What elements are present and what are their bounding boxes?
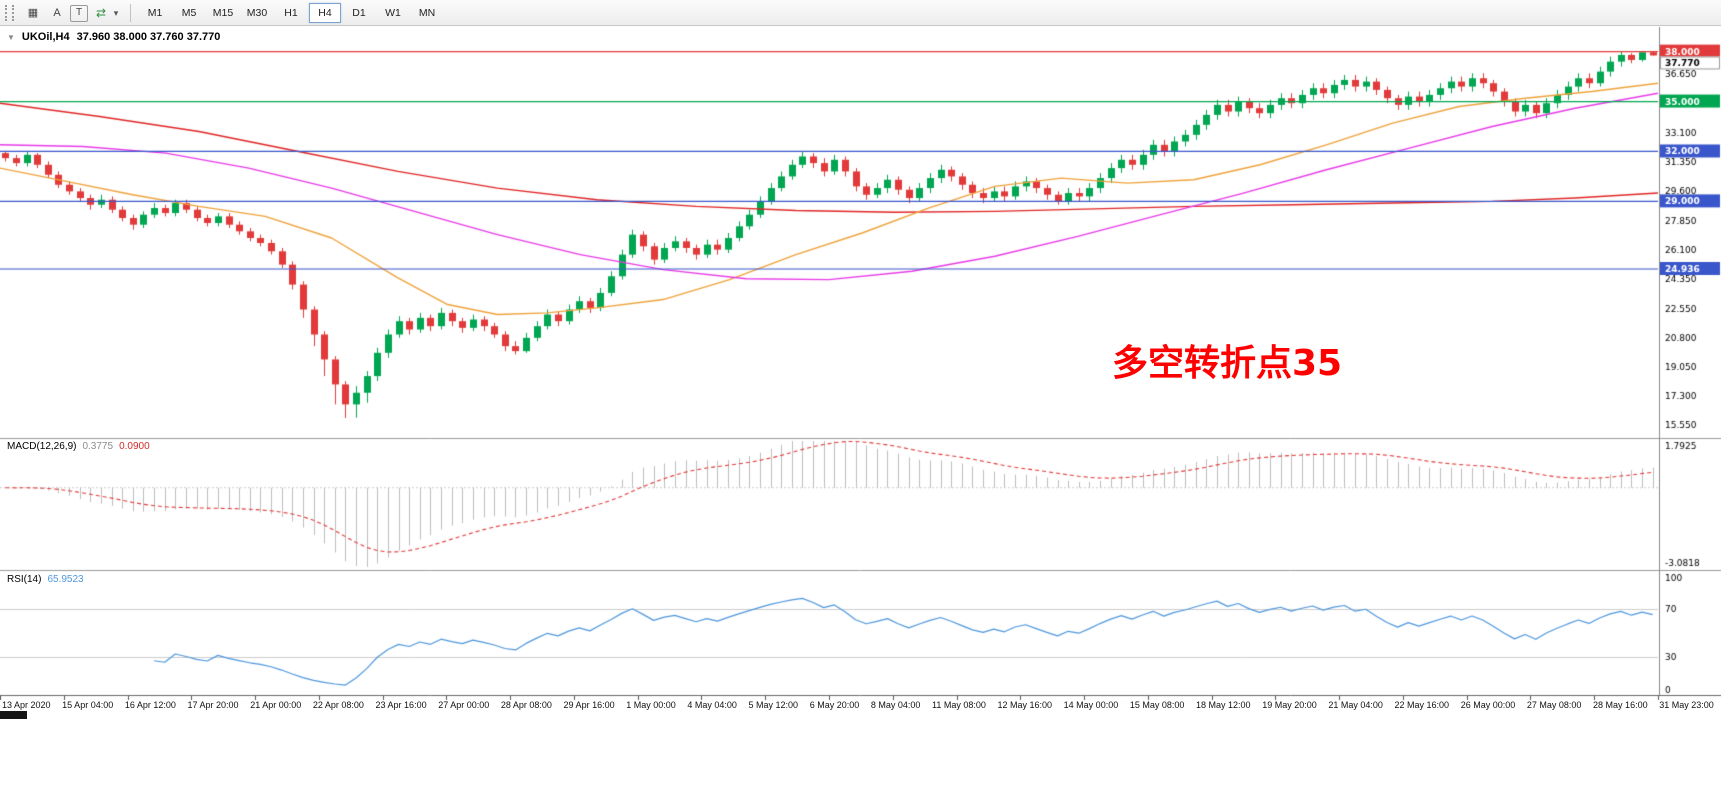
- time-axis-label-19-may-20-00: 19 May 20:00: [1262, 700, 1317, 710]
- toolbar-separator: [130, 3, 131, 22]
- horizontal-scrollbar-thumb[interactable]: [0, 711, 27, 719]
- time-axis-label-12-may-16-00: 12 May 16:00: [997, 700, 1053, 710]
- macd-value: 0.3775: [82, 441, 114, 452]
- timeframe-button-mn[interactable]: MN: [418, 6, 436, 19]
- time-axis: 13 Apr 2020 15 Apr 04:00 16 Apr 12:00 17 Ap…: [2, 700, 1714, 710]
- one-click-trading-arrow[interactable]: ▼: [7, 32, 15, 42]
- time-axis-label-26-may-00-00: 26 May 00:00: [1460, 700, 1516, 710]
- timeframe-button-d1[interactable]: D1: [352, 6, 366, 19]
- toolbar-grip[interactable]: [5, 4, 14, 21]
- time-axis-label-5-may-12-00: 5 May 12:00: [748, 700, 799, 710]
- time-axis-label-21-may-04-00: 21 May 04:00: [1328, 700, 1383, 710]
- annotation-letter-button[interactable]: A: [53, 6, 61, 19]
- rsi-indicator-label: RSI(14) 65.9523: [7, 574, 84, 585]
- timeframe-button-w1[interactable]: W1: [385, 6, 401, 19]
- time-axis-label-8-may-04-00: 8 May 04:00: [870, 700, 921, 710]
- time-axis-label-15-may-08-00: 15 May 08:00: [1129, 700, 1185, 710]
- time-axis-label-14-may-00-00: 14 May 00:00: [1063, 700, 1119, 710]
- time-axis-label-29-apr-16-00: 29 Apr 16:00: [563, 700, 615, 710]
- macd-name: MACD(12,26,9): [7, 441, 77, 452]
- time-axis-label-22-may-16-00: 22 May 16:00: [1394, 700, 1450, 710]
- rsi-value: 65.9523: [47, 574, 84, 585]
- timeframe-buttons: M1 M5 M15 M30 H1 H4 D1 W1 MN: [138, 2, 444, 23]
- time-axis-label-27-may-08-00: 27 May 08:00: [1526, 700, 1582, 710]
- time-axis-label-28-apr-08-00: 28 Apr 08:00: [500, 700, 552, 710]
- time-axis-label-4-may-04-00: 4 May 04:00: [687, 700, 737, 710]
- time-axis-label-21-apr-00-00: 21 Apr 00:00: [250, 700, 302, 710]
- time-axis-label-13-apr-2020: 13 Apr 2020: [2, 700, 51, 710]
- time-axis-label-6-may-20-00: 6 May 20:00: [809, 700, 860, 710]
- time-axis-label-31-may-23-00: 31 May 23:00: [1659, 700, 1714, 710]
- auto-trading-icon[interactable]: ⇄: [95, 5, 107, 20]
- time-axis-label-17-apr-20-00: 17 Apr 20:00: [187, 700, 239, 710]
- timeframe-button-m5[interactable]: M5: [181, 6, 197, 19]
- macd-signal-value: 0.0900: [119, 441, 150, 452]
- text-tool-button[interactable]: T: [70, 4, 88, 22]
- time-axis-label-1-may-00-00: 1 May 00:00: [626, 700, 676, 710]
- time-axis-label-28-may-16-00: 28 May 16:00: [1593, 700, 1648, 710]
- chart-window-icon[interactable]: ▦: [27, 6, 39, 19]
- annotation-text: 多空转折点35: [1112, 343, 1343, 384]
- time-axis-label-22-apr-08-00: 22 Apr 08:00: [312, 700, 364, 710]
- time-axis-label-11-may-08-00: 11 May 08:00: [932, 700, 986, 710]
- time-axis-label-23-apr-16-00: 23 Apr 16:00: [375, 700, 427, 710]
- timeframe-button-m15[interactable]: M15: [212, 6, 234, 19]
- rsi-name: RSI(14): [7, 574, 42, 585]
- time-axis-label-15-apr-04-00: 15 Apr 04:00: [62, 700, 114, 710]
- time-axis-label-16-apr-12-00: 16 Apr 12:00: [124, 700, 176, 710]
- timeframe-button-h4[interactable]: H4: [309, 2, 341, 23]
- symbol-timeframe: UKOil,H4: [21, 31, 70, 43]
- chart-title-bar: ▼ UKOil,H4 37.960 38.000 37.760 37.770: [7, 31, 220, 43]
- ohlc-values: 37.960 38.000 37.760 37.770: [76, 31, 221, 43]
- timeframe-button-m1[interactable]: M1: [147, 6, 163, 19]
- toolbar: ▦ A T ⇄ ▾ M1 M5 M15 M30 H1 H4 D1 W1 MN: [0, 0, 1721, 26]
- time-axis-label-27-apr-00-00: 27 Apr 00:00: [438, 700, 490, 710]
- timeframe-button-h1[interactable]: H1: [284, 6, 298, 19]
- macd-indicator-label: MACD(12,26,9) 0.3775 0.0900: [7, 441, 150, 452]
- time-axis-label-18-may-12-00: 18 May 12:00: [1196, 700, 1251, 710]
- timeframe-button-m30[interactable]: M30: [246, 6, 268, 19]
- dropdown-caret-icon[interactable]: ▾: [113, 7, 119, 18]
